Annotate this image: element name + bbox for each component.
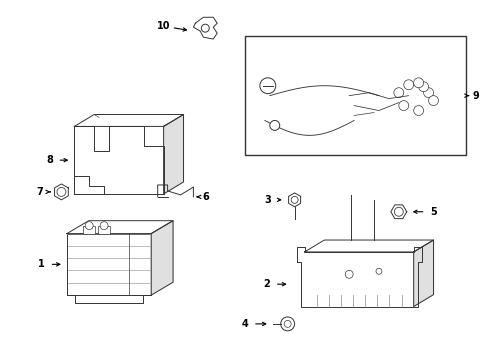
Circle shape [259,78,275,94]
Text: 10: 10 [157,21,170,31]
Bar [244,36,466,155]
Polygon shape [390,205,406,219]
Polygon shape [55,184,68,200]
Circle shape [413,105,423,116]
Circle shape [57,188,66,196]
Polygon shape [296,247,421,306]
Text: 5: 5 [429,207,436,217]
Text: 8: 8 [46,155,53,165]
Polygon shape [74,114,183,126]
Circle shape [418,82,427,92]
Circle shape [403,80,413,90]
Text: 6: 6 [202,192,208,202]
Circle shape [427,96,438,105]
Circle shape [269,121,279,130]
Circle shape [280,317,294,331]
Polygon shape [288,193,300,207]
Circle shape [290,196,298,203]
Polygon shape [193,17,217,39]
Polygon shape [67,221,173,234]
Bar [98,226,110,234]
Polygon shape [74,126,163,194]
Circle shape [393,88,403,98]
Circle shape [375,268,381,274]
Text: 3: 3 [264,195,271,205]
Text: 9: 9 [472,91,479,101]
Text: 2: 2 [263,279,270,289]
Circle shape [284,320,290,327]
Circle shape [345,270,352,278]
Bar [83,226,95,234]
Circle shape [393,207,403,216]
Circle shape [398,100,408,111]
Circle shape [85,222,93,230]
Circle shape [423,88,433,98]
Polygon shape [413,240,433,306]
Text: 7: 7 [36,187,43,197]
Polygon shape [163,114,183,194]
Circle shape [201,24,209,32]
Circle shape [413,78,423,88]
Polygon shape [151,221,173,295]
Polygon shape [304,240,433,252]
Bar [67,234,151,295]
Circle shape [100,222,108,230]
Text: 4: 4 [241,319,248,329]
Text: 1: 1 [38,259,45,269]
